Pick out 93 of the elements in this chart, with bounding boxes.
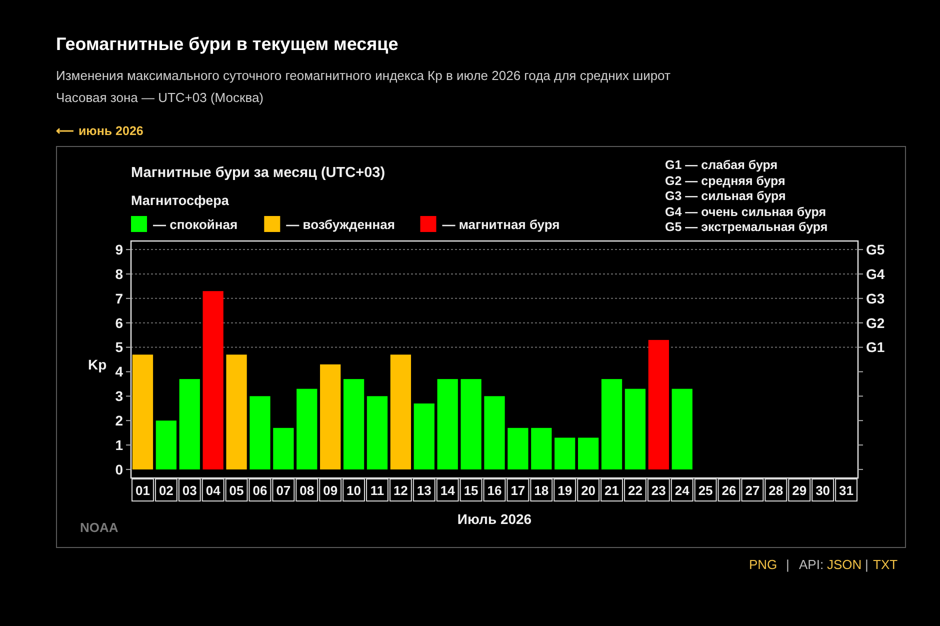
x-tick-label: 02 xyxy=(158,483,174,498)
x-tick-label: 17 xyxy=(510,483,526,498)
text: Магнитные бури за месяц (UTC+03) xyxy=(131,165,386,181)
x-tick-label: 11 xyxy=(370,483,384,498)
text: ⟵ июнь 2026 xyxy=(56,124,144,138)
y-tick-label: 8 xyxy=(115,266,124,282)
y-tick-label: 1 xyxy=(115,436,124,453)
bar xyxy=(179,379,200,470)
text: G1 — слабая буря xyxy=(665,158,778,172)
y-tick-label: 3 xyxy=(115,388,124,404)
bar xyxy=(437,379,458,470)
x-tick-label: 20 xyxy=(581,483,596,498)
bar xyxy=(273,428,294,470)
x-tick-label: 29 xyxy=(792,483,807,498)
y-tick-label: 5 xyxy=(115,339,124,356)
y-tick-label: 6 xyxy=(115,314,124,331)
bar xyxy=(484,396,505,470)
bar xyxy=(226,354,247,470)
bar xyxy=(601,379,622,470)
bar xyxy=(320,364,341,470)
ref-line-label: G3 xyxy=(866,290,885,306)
y-axis-title: Kp xyxy=(88,356,107,372)
chart-title: Геомагнитные бури в текущем месяце xyxy=(56,34,398,54)
x-tick-label: 07 xyxy=(276,483,291,498)
text: JSON xyxy=(827,557,862,572)
ref-line-label: G4 xyxy=(866,266,885,282)
text: PNG xyxy=(749,557,778,572)
x-tick-label: 23 xyxy=(651,483,666,498)
bar xyxy=(296,388,318,470)
x-tick-label: 25 xyxy=(698,483,713,498)
legend-label: — магнитная буря xyxy=(442,217,560,232)
text: G2 — средняя буря xyxy=(665,174,786,188)
legend-title: Магнитосфера xyxy=(131,193,230,208)
x-tick-label: 09 xyxy=(323,483,338,498)
bar xyxy=(624,388,646,470)
bar xyxy=(366,396,388,470)
x-tick-label: 14 xyxy=(440,483,456,498)
text: G5 — экстремальная буря xyxy=(665,220,828,234)
bar xyxy=(531,428,552,470)
x-tick-label: 13 xyxy=(416,483,432,498)
x-tick-label: 24 xyxy=(674,483,690,498)
text: G4 — очень сильная буря xyxy=(665,205,826,219)
x-tick-label: 22 xyxy=(628,483,642,498)
x-tick-label: 16 xyxy=(487,483,502,498)
ref-line-label: G5 xyxy=(866,241,885,258)
bar xyxy=(202,291,224,470)
bar xyxy=(672,388,692,470)
bar xyxy=(390,354,412,470)
x-tick-label: 08 xyxy=(300,483,314,498)
x-tick-label: 21 xyxy=(604,483,619,498)
bar xyxy=(460,379,482,470)
bar xyxy=(414,403,434,470)
x-tick-label: 26 xyxy=(722,483,736,498)
x-tick-label: 15 xyxy=(464,483,478,498)
x-tick-label: 31 xyxy=(839,483,854,498)
x-tick-label: 01 xyxy=(135,483,150,498)
bar xyxy=(156,420,176,470)
x-tick-label: 27 xyxy=(745,483,760,498)
legend-label: — спокойная xyxy=(153,217,238,232)
x-tick-label: 19 xyxy=(558,483,572,498)
text: | xyxy=(865,557,868,572)
ref-line-label: G2 xyxy=(866,314,885,331)
text: | xyxy=(786,557,790,572)
x-tick-label: 28 xyxy=(768,483,784,498)
text: Часовая зона — UTC+03 (Москва) xyxy=(56,90,264,105)
bar xyxy=(554,438,576,470)
text: G3 — сильная буря xyxy=(665,189,786,203)
y-tick-label: 2 xyxy=(115,412,124,428)
y-tick-label: 4 xyxy=(115,364,124,380)
x-tick-label: 03 xyxy=(182,483,197,498)
bar xyxy=(250,396,270,470)
bar xyxy=(578,438,599,470)
x-tick-label: 05 xyxy=(229,483,244,498)
bar xyxy=(508,428,528,470)
y-tick-label: 9 xyxy=(115,241,124,258)
y-tick-label: 7 xyxy=(115,290,124,306)
text: NOAA xyxy=(80,520,119,535)
bar xyxy=(343,379,364,470)
y-tick-label: 0 xyxy=(115,461,124,478)
x-tick-label: 12 xyxy=(393,483,408,498)
x-tick-label: 04 xyxy=(206,483,222,498)
x-tick-label: 06 xyxy=(252,483,268,498)
x-tick-label: 18 xyxy=(534,483,549,498)
text: TXT xyxy=(873,557,898,572)
x-tick-label: 30 xyxy=(816,483,830,498)
bar xyxy=(132,354,154,470)
ref-line-label: G1 xyxy=(866,339,885,356)
text: API: xyxy=(799,557,824,572)
x-axis-title: Июль 2026 xyxy=(457,511,532,527)
legend-label: — возбужденная xyxy=(286,217,395,232)
x-tick-label: 10 xyxy=(346,483,362,498)
bar xyxy=(648,340,669,470)
chart-subtitle: Изменения максимального суточного геомагнитного индекса Кр в июле 2026 года для средних широт xyxy=(56,68,671,83)
